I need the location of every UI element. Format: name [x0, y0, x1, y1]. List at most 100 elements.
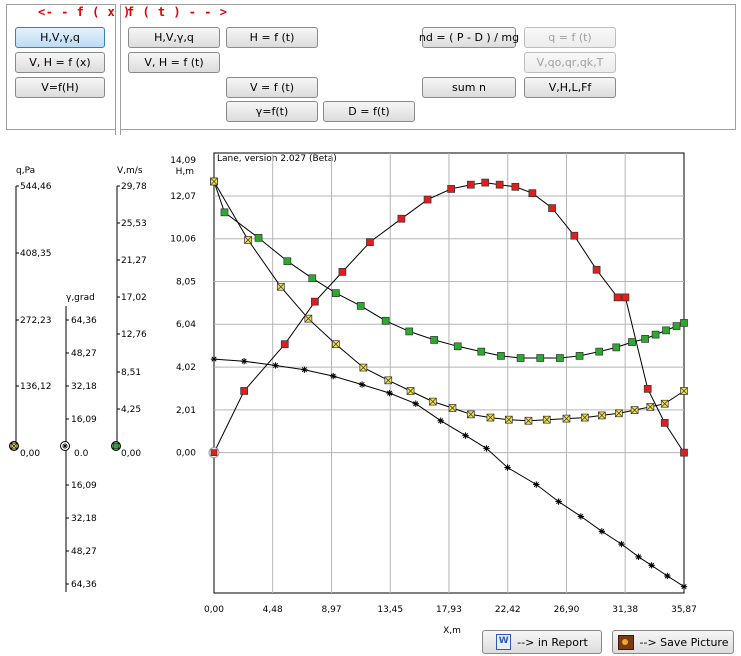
data-point — [595, 347, 604, 356]
point-square — [680, 319, 688, 327]
hvgq-x-button[interactable]: H,V,γ,q — [15, 27, 105, 48]
q-tick: 136,12 — [20, 382, 52, 392]
data-point — [680, 448, 688, 457]
point-cross — [505, 415, 513, 424]
y-tick-label: 2,01 — [176, 406, 196, 416]
star-mark — [301, 366, 308, 373]
data-point-star — [330, 372, 337, 380]
vh-ft-button[interactable]: V, H = f (t) — [128, 52, 220, 73]
sum-n-button[interactable]: sum n — [422, 77, 516, 98]
data-point — [612, 343, 621, 352]
point-square — [283, 257, 292, 266]
point-square — [612, 343, 621, 352]
data-point — [536, 354, 545, 362]
star-mark — [330, 372, 337, 380]
point-cross — [615, 409, 623, 418]
data-point-star — [533, 481, 540, 488]
star-mark — [664, 572, 671, 580]
hvgq-t-button[interactable]: H,V,γ,q — [128, 27, 220, 48]
data-point-star — [272, 362, 279, 369]
point-square — [338, 268, 347, 276]
v-fh-button[interactable]: V=f(H) — [15, 77, 105, 98]
gamma-scale: γ,grad 64,36 48,27 32,18 16,09 0.0 16,09… — [60, 293, 97, 592]
star-mark — [483, 445, 490, 452]
gamma-tick: 48,27 — [71, 547, 97, 557]
data-point — [660, 399, 669, 408]
point-square — [497, 352, 505, 360]
data-point — [466, 410, 475, 419]
data-point — [406, 387, 415, 395]
q-tick: 544,46 — [20, 182, 52, 192]
data-point-star — [648, 562, 655, 569]
data-point — [680, 387, 688, 395]
q-tick: 0,00 — [20, 449, 40, 459]
star-mark — [598, 528, 606, 535]
chart-y-top-tick: 14,09 — [170, 156, 196, 166]
nd-button[interactable]: nd = ( P - D ) / mg — [419, 27, 519, 48]
x-tick-label: 8,97 — [322, 605, 342, 615]
star-mark — [240, 357, 248, 365]
origin-marker — [208, 447, 220, 459]
point-square — [397, 214, 406, 223]
point-cross — [646, 403, 655, 411]
point-square — [592, 265, 601, 274]
data-point — [332, 289, 340, 297]
data-point — [430, 336, 438, 344]
x-tick-label: 0,00 — [204, 605, 224, 615]
v-tick: 12,76 — [121, 330, 147, 340]
data-point — [254, 234, 263, 242]
point-cross — [543, 415, 551, 424]
point-square — [311, 297, 319, 306]
d-ft-button[interactable]: D = f(t) — [323, 101, 415, 122]
report-button-label: --> in Report — [517, 635, 588, 649]
vhlf-button[interactable]: V,H,L,Ff — [524, 77, 616, 98]
data-point — [672, 322, 681, 330]
data-point — [651, 330, 660, 339]
point-square — [332, 289, 340, 297]
data-point — [630, 406, 639, 414]
data-point — [423, 195, 432, 204]
data-point-star — [680, 583, 688, 590]
point-square — [680, 448, 688, 457]
point-square — [466, 180, 475, 189]
point-square — [477, 347, 486, 356]
data-point — [592, 265, 601, 274]
save-picture-button[interactable]: --> Save Picture — [612, 630, 734, 654]
point-cross — [359, 363, 368, 372]
data-point — [397, 214, 406, 223]
data-point — [597, 411, 606, 420]
gamma-scale-title: γ,grad — [66, 293, 95, 303]
h-ft-button[interactable]: H = f (t) — [226, 27, 318, 48]
point-cross — [210, 177, 218, 186]
report-button[interactable]: W --> in Report — [482, 630, 602, 654]
data-point — [562, 414, 571, 423]
v-tick: 0,00 — [121, 449, 141, 459]
left-group-label: <- - f ( x ) — [38, 5, 131, 19]
vh-fx-button[interactable]: V, H = f (x) — [15, 52, 105, 73]
point-square — [595, 347, 604, 356]
point-cross — [467, 410, 475, 419]
star-mark — [533, 481, 540, 488]
point-square — [254, 234, 263, 242]
data-point — [486, 413, 495, 422]
data-point — [495, 180, 504, 189]
point-square — [570, 231, 579, 240]
x-tick-label: 17,93 — [436, 605, 462, 615]
data-point — [405, 327, 414, 336]
data-point — [447, 185, 456, 193]
data-point — [497, 352, 505, 360]
data-point — [575, 352, 584, 360]
data-point-star — [598, 528, 606, 535]
v-tick: 25,53 — [121, 219, 147, 229]
point-square — [240, 387, 248, 395]
data-point — [680, 319, 688, 327]
point-cross — [630, 406, 639, 414]
v-ft-button[interactable]: V = f (t) — [226, 77, 318, 98]
star-mark — [358, 381, 366, 388]
data-point — [516, 354, 525, 362]
data-point — [384, 376, 393, 385]
q-tick: 272,23 — [20, 316, 52, 326]
gamma-ft-button[interactable]: γ=f(t) — [226, 101, 318, 122]
data-point — [283, 257, 292, 266]
data-point — [466, 180, 475, 189]
